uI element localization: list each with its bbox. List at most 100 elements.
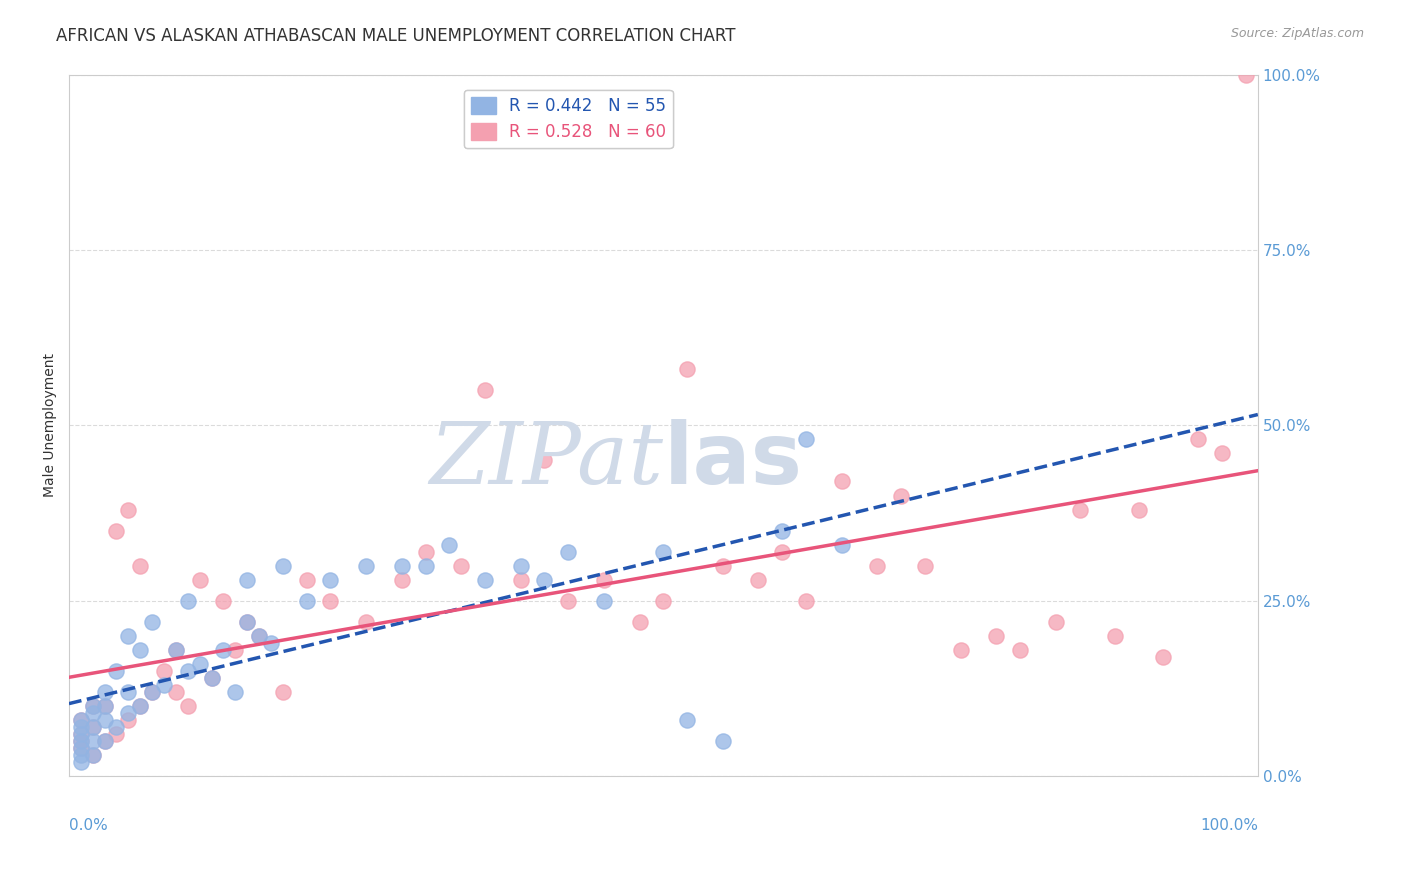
Point <box>866 558 889 573</box>
Point <box>247 629 270 643</box>
Point <box>212 594 235 608</box>
Point <box>165 643 187 657</box>
Point <box>415 544 437 558</box>
Point <box>141 615 163 629</box>
Point <box>129 699 152 714</box>
Point <box>82 699 104 714</box>
Point <box>212 643 235 657</box>
Point <box>82 748 104 763</box>
Point <box>319 594 342 608</box>
Point <box>93 699 115 714</box>
Point <box>652 544 675 558</box>
Point <box>177 594 200 608</box>
Point <box>1069 502 1091 516</box>
Point <box>69 741 91 756</box>
Point <box>794 594 817 608</box>
Point <box>165 643 187 657</box>
Point <box>200 671 222 685</box>
Point <box>69 734 91 748</box>
Text: las: las <box>664 419 803 502</box>
Point <box>890 489 912 503</box>
Point <box>949 643 972 657</box>
Point <box>141 685 163 699</box>
Point <box>188 573 211 587</box>
Point <box>474 384 496 398</box>
Point <box>711 734 734 748</box>
Point <box>1128 502 1150 516</box>
Point <box>1211 446 1233 460</box>
Point <box>129 558 152 573</box>
Point <box>69 713 91 727</box>
Point <box>82 720 104 734</box>
Point <box>628 615 651 629</box>
Point <box>1010 643 1032 657</box>
Point <box>533 573 555 587</box>
Point <box>593 594 616 608</box>
Point <box>676 713 699 727</box>
Point <box>82 734 104 748</box>
Point <box>831 538 853 552</box>
Point <box>415 558 437 573</box>
Point <box>224 643 246 657</box>
Point <box>82 748 104 763</box>
Point <box>177 699 200 714</box>
Point <box>271 685 294 699</box>
Point <box>593 573 616 587</box>
Point <box>82 706 104 720</box>
Point <box>69 741 91 756</box>
Point <box>450 558 472 573</box>
Point <box>652 594 675 608</box>
Text: AFRICAN VS ALASKAN ATHABASCAN MALE UNEMPLOYMENT CORRELATION CHART: AFRICAN VS ALASKAN ATHABASCAN MALE UNEMP… <box>56 27 735 45</box>
Point <box>986 629 1008 643</box>
Point <box>533 453 555 467</box>
Point <box>260 636 283 650</box>
Point <box>770 544 793 558</box>
Point <box>474 573 496 587</box>
Point <box>69 713 91 727</box>
Point <box>177 664 200 678</box>
Point <box>153 678 176 692</box>
Point <box>236 615 259 629</box>
Point <box>509 558 531 573</box>
Point <box>93 713 115 727</box>
Point <box>188 657 211 671</box>
Point <box>1104 629 1126 643</box>
Point <box>557 594 579 608</box>
Point <box>794 433 817 447</box>
Point <box>236 573 259 587</box>
Point <box>93 734 115 748</box>
Point <box>105 524 128 538</box>
Point <box>295 594 318 608</box>
Point <box>439 538 461 552</box>
Point <box>117 713 139 727</box>
Point <box>82 699 104 714</box>
Point <box>391 573 413 587</box>
Point <box>69 720 91 734</box>
Point <box>117 629 139 643</box>
Point <box>93 734 115 748</box>
Point <box>557 544 579 558</box>
Point <box>153 664 176 678</box>
Point <box>354 615 377 629</box>
Point <box>391 558 413 573</box>
Point <box>747 573 769 587</box>
Point <box>1234 68 1257 82</box>
Point <box>69 727 91 741</box>
Point <box>69 748 91 763</box>
Point <box>295 573 318 587</box>
Text: 100.0%: 100.0% <box>1199 818 1258 833</box>
Point <box>129 699 152 714</box>
Point <box>93 685 115 699</box>
Text: Source: ZipAtlas.com: Source: ZipAtlas.com <box>1230 27 1364 40</box>
Point <box>1152 649 1174 664</box>
Point <box>117 685 139 699</box>
Point <box>1187 433 1209 447</box>
Point <box>93 699 115 714</box>
Point <box>141 685 163 699</box>
Point <box>69 727 91 741</box>
Point <box>831 475 853 489</box>
Point <box>711 558 734 573</box>
Y-axis label: Male Unemployment: Male Unemployment <box>44 353 58 498</box>
Legend: R = 0.442   N = 55, R = 0.528   N = 60: R = 0.442 N = 55, R = 0.528 N = 60 <box>464 90 672 148</box>
Point <box>914 558 936 573</box>
